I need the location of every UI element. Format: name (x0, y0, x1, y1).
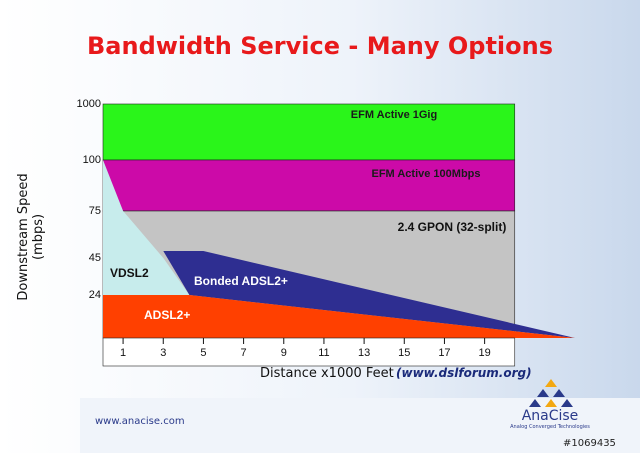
bandwidth-chart: EFM Active 1Gig EFM Active 100Mbps 2.4 GPO… (77, 98, 576, 367)
x-tick-label: 17 (438, 347, 450, 359)
series-area-efm-active-1gig (102, 103, 516, 161)
y-tick-label: 100 (83, 154, 101, 166)
series-label-efm-active-1gig: EFM Active 1Gig (351, 109, 437, 121)
x-tick-label: 1 (120, 347, 126, 359)
y-tick-label: 24 (89, 289, 101, 301)
x-tick-label: 13 (358, 347, 370, 359)
series-label-2-4-gpon-32-split: 2.4 GPON (32-split) (398, 220, 507, 234)
x-tick-label: 3 (160, 347, 166, 359)
footer-url[interactable]: www.anacise.com (95, 416, 185, 427)
brand-name: AnaCise (521, 408, 579, 424)
series-label-adsl2: ADSL2+ (144, 308, 190, 322)
x-tick-label: 7 (241, 347, 247, 359)
series-label-efm-active-100mbps: EFM Active 100Mbps (371, 168, 480, 180)
y-tick-label: 1000 (77, 98, 101, 110)
watermark-id: #1069435 (563, 438, 616, 449)
brand-tagline: Analog Converged Technologies (510, 424, 590, 430)
x-tick-label: 5 (200, 347, 206, 359)
x-axis-label: Distance x1000 Feet (260, 366, 394, 381)
x-tick-label: 11 (318, 347, 329, 359)
series-label-bonded-adsl2: Bonded ADSL2+ (194, 274, 288, 288)
series-area-vdsl2 (103, 160, 190, 295)
x-axis-bar (102, 337, 516, 367)
y-tick-label: 45 (89, 252, 101, 264)
y-axis-label: Downstream Speed (mbps) (16, 173, 46, 301)
x-tick-label: 9 (281, 347, 287, 359)
source-note: (www.dslforum.org) (396, 366, 532, 380)
series-area-adsl2 (103, 295, 575, 338)
x-tick-label: 15 (398, 347, 410, 359)
series-label-vdsl2: VDSL2 (110, 266, 149, 280)
series-area-bonded-adsl2 (163, 251, 576, 338)
slide-bottom-panel (80, 398, 640, 453)
x-tick-label: 19 (478, 347, 490, 359)
anacise-logo-icon (529, 379, 573, 407)
y-tick-label: 75 (89, 205, 101, 217)
slide-title: Bandwidth Service - Many Options (87, 32, 553, 60)
